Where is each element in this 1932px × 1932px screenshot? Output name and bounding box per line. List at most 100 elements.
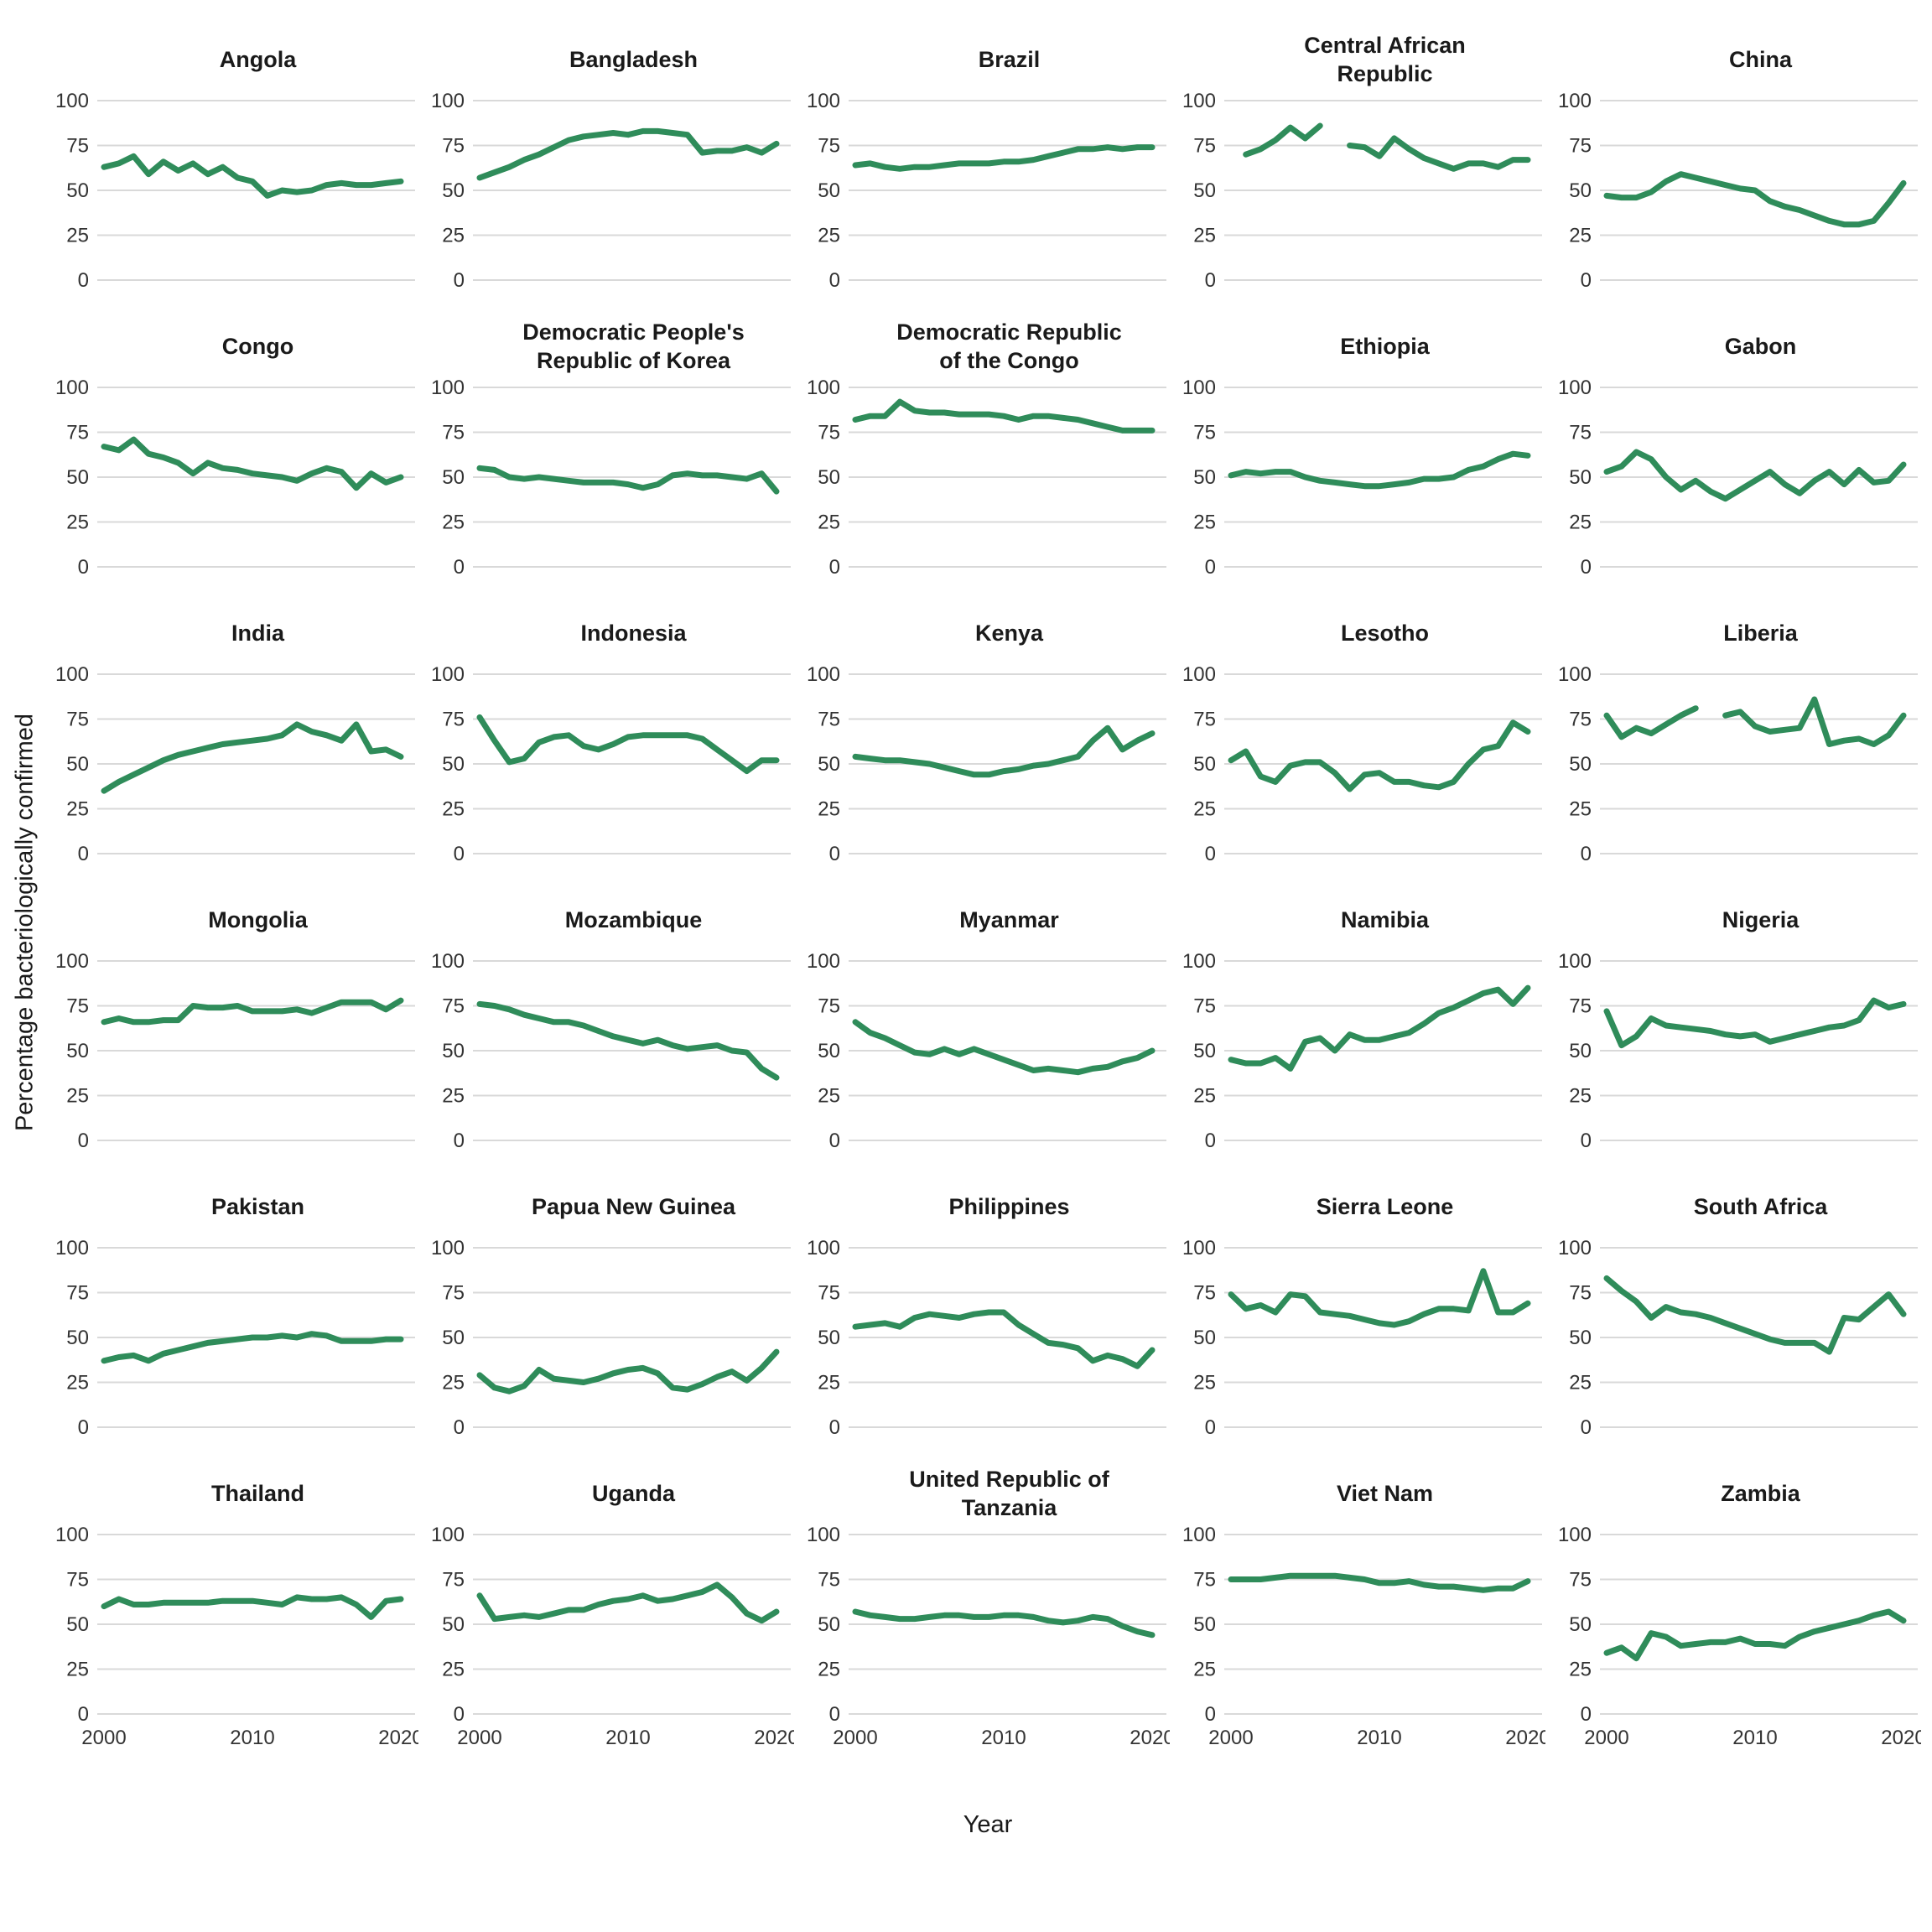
y-tick-label: 25 (1569, 225, 1592, 247)
y-tick-label: 50 (1569, 1040, 1592, 1062)
facet-gabon: Gabon 0 25 50 75 100 (1551, 317, 1927, 604)
y-tick-label: 0 (1205, 843, 1216, 865)
y-tick-label: 0 (1205, 1703, 1216, 1726)
y-tick-label: 75 (1569, 135, 1592, 158)
facet-title: Nigeria (1722, 907, 1800, 933)
facet-title: Papua New Guinea (531, 1194, 736, 1220)
y-tick-label: 50 (66, 1327, 89, 1349)
facet-strip: Kenya (849, 604, 1170, 664)
facet-angola: Angola 0 25 50 75 100 (49, 30, 424, 317)
facet-title: China (1728, 47, 1792, 73)
x-tick-label: 2000 (81, 1727, 126, 1749)
y-tick-label: 50 (442, 179, 465, 202)
data-line-mozambique (476, 1000, 780, 1081)
facet-plot: 0 25 50 75 100 (55, 1238, 415, 1439)
facet-kenya: Kenya 0 25 50 75 100 (800, 604, 1176, 891)
y-tick-label: 75 (1193, 1569, 1216, 1592)
facet-title: Angola (219, 47, 297, 73)
y-tick-label: 75 (1193, 995, 1216, 1018)
y-tick-label: 50 (818, 1040, 840, 1062)
data-line-democratic-people-s-republic-of-korea (476, 465, 780, 495)
y-tick-label: 75 (442, 135, 465, 158)
y-tick-label: 50 (66, 466, 89, 489)
y-tick-label: 0 (1205, 556, 1216, 579)
data-line-congo (101, 436, 404, 491)
facet-plot: 0 25 50 75 100 (807, 951, 1166, 1152)
facet-title: Lesotho (1341, 621, 1429, 647)
facet-plot: 0 25 50 75 100 2000 2010 2020 (55, 1524, 418, 1749)
data-line-democratic-republic-of-the-congo (852, 398, 1156, 434)
x-tick-label: 2010 (230, 1727, 274, 1749)
facet-strip: Papua New Guinea (473, 1177, 794, 1238)
data-line-pakistan (101, 1331, 404, 1364)
y-tick-label: 25 (818, 798, 840, 821)
facet-china: China 0 25 50 75 100 (1551, 30, 1927, 317)
facet-plot: 0 25 50 75 100 (1558, 664, 1918, 865)
facet-united-republic-of-tanzania: United Republic of Tanzania 0 25 50 75 100 200… (800, 1464, 1176, 1753)
y-tick-label: 100 (1558, 1238, 1592, 1259)
y-tick-label: 0 (78, 843, 89, 865)
facet-mozambique: Mozambique 0 25 50 75 100 (424, 891, 800, 1177)
y-tick-label: 75 (818, 995, 840, 1018)
facet-south-africa: South Africa 0 25 50 75 100 (1551, 1177, 1927, 1464)
data-line-zambia (1603, 1608, 1907, 1662)
y-tick-label: 0 (454, 1703, 465, 1726)
facet-strip: Pakistan (97, 1177, 418, 1238)
y-tick-label: 0 (78, 1416, 89, 1439)
facet-plot: 0 25 50 75 100 2000 2010 2020 (431, 1524, 794, 1749)
facet-title: Mongolia (208, 907, 308, 933)
y-tick-label: 50 (66, 1040, 89, 1062)
facet-uganda: Uganda 0 25 50 75 100 2000 2010 2020 (424, 1464, 800, 1753)
y-tick-label: 75 (66, 1569, 89, 1592)
y-tick-label: 100 (807, 1238, 840, 1259)
data-line-myanmar (852, 1019, 1156, 1076)
x-tick-label: 2020 (1881, 1727, 1921, 1749)
y-tick-label: 0 (78, 269, 89, 292)
y-tick-label: 100 (1558, 951, 1592, 973)
y-tick-label: 75 (66, 135, 89, 158)
data-line-indonesia (476, 714, 780, 775)
y-tick-label: 100 (55, 91, 89, 112)
y-tick-label: 50 (818, 179, 840, 202)
x-tick-label: 2010 (981, 1727, 1026, 1749)
facet-strip: South Africa (1600, 1177, 1921, 1238)
y-tick-label: 50 (818, 466, 840, 489)
data-line-south-africa (1603, 1275, 1907, 1355)
facet-title: Congo (221, 334, 294, 360)
y-tick-label: 0 (1581, 269, 1592, 292)
y-tick-label: 25 (66, 798, 89, 821)
y-tick-label: 50 (1569, 753, 1592, 776)
y-tick-label: 100 (1558, 1524, 1592, 1546)
y-tick-label: 25 (66, 1372, 89, 1394)
y-tick-label: 75 (1569, 709, 1592, 731)
facet-strip: Viet Nam (1224, 1464, 1545, 1524)
facet-title: United Republic of Tanzania (909, 1467, 1109, 1520)
y-tick-label: 50 (1193, 753, 1216, 776)
y-tick-label: 25 (1569, 1372, 1592, 1394)
y-tick-label: 0 (829, 556, 840, 579)
y-tick-label: 75 (818, 422, 840, 444)
y-tick-label: 25 (1193, 1085, 1216, 1108)
facet-plot: 0 25 50 75 100 (431, 1238, 791, 1439)
y-tick-label: 0 (78, 1703, 89, 1726)
y-tick-label: 0 (1205, 1416, 1216, 1439)
facet-pakistan: Pakistan 0 25 50 75 100 (49, 1177, 424, 1464)
facet-strip: Namibia (1224, 891, 1545, 951)
y-tick-label: 0 (1581, 1130, 1592, 1152)
facet-plot: 0 25 50 75 100 (1182, 664, 1542, 865)
y-tick-label: 100 (1558, 91, 1592, 112)
y-axis-title: Percentage bacteriologically confirmed (11, 713, 39, 1132)
y-tick-label: 0 (1581, 1703, 1592, 1726)
facet-title: India (231, 621, 284, 647)
y-tick-label: 100 (1558, 377, 1592, 399)
y-tick-label: 0 (78, 556, 89, 579)
y-tick-label: 100 (55, 664, 89, 686)
y-tick-label: 25 (442, 798, 465, 821)
y-tick-label: 50 (1569, 1327, 1592, 1349)
y-tick-label: 25 (66, 1085, 89, 1108)
y-tick-label: 100 (1182, 1524, 1216, 1546)
y-tick-label: 50 (66, 753, 89, 776)
facet-strip: Bangladesh (473, 30, 794, 91)
y-tick-label: 50 (818, 1613, 840, 1636)
y-tick-label: 100 (1182, 951, 1216, 973)
